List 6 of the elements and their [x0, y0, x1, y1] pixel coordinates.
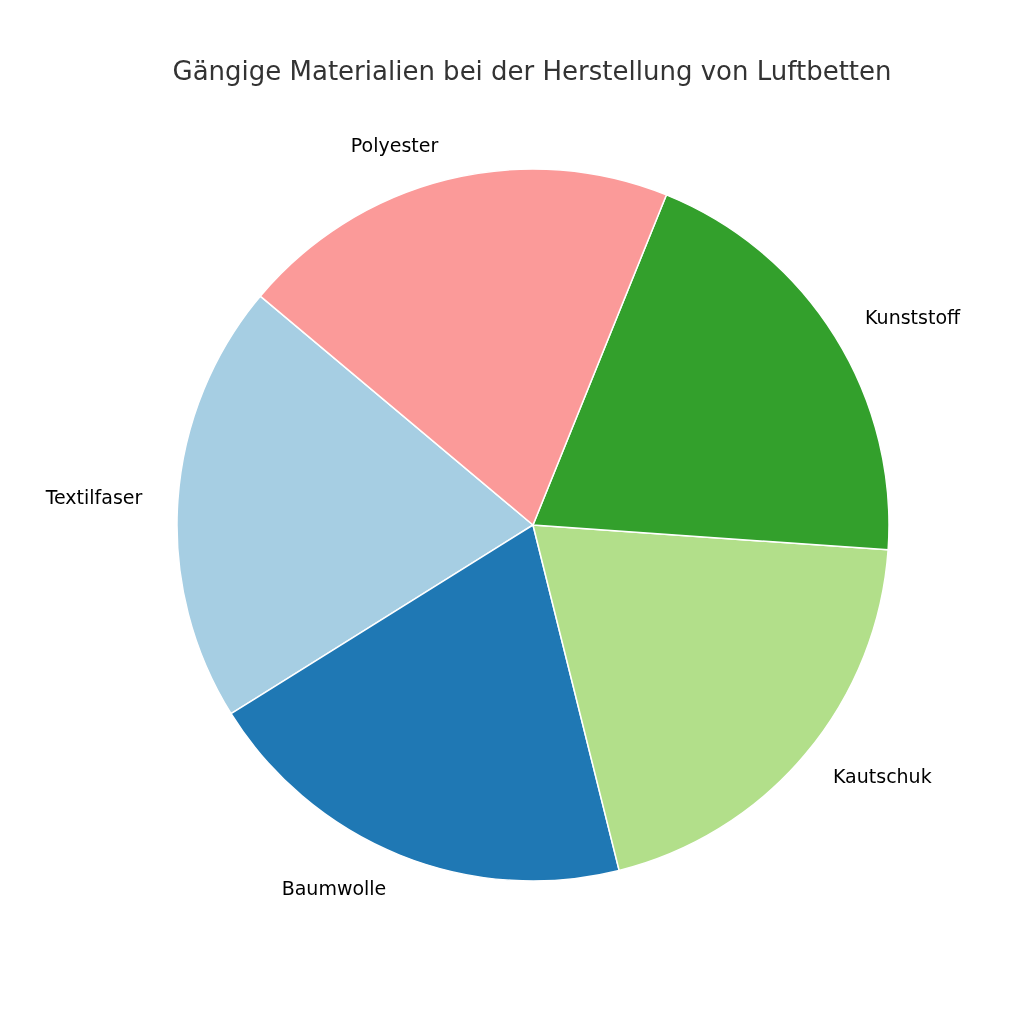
slice-label: Baumwolle — [281, 876, 387, 899]
slice-label: Textilfaser — [44, 486, 143, 509]
chart-title: Gängige Materialien bei der Herstellung von Luftbetten — [172, 56, 892, 86]
slice-label: Kunststoff — [865, 306, 962, 329]
slice-label: Kautschuk — [832, 765, 932, 788]
slice-label: Polyester — [350, 133, 439, 156]
